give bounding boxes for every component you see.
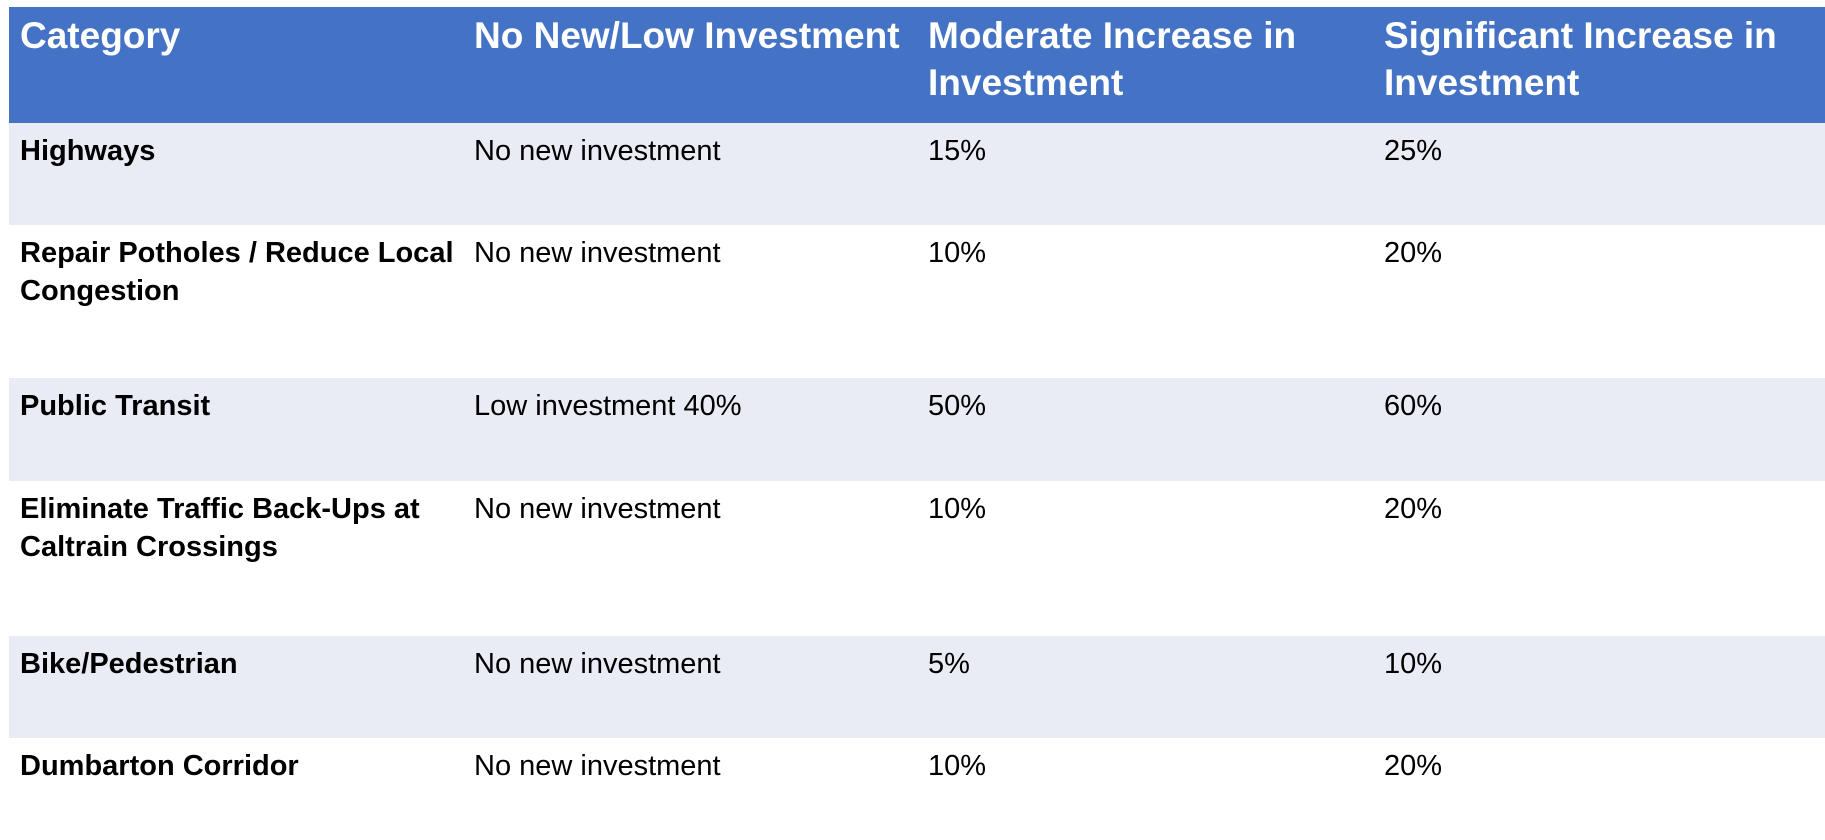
cell: Bike/Pedestrian — [20, 648, 238, 680]
cell: 10% — [928, 750, 987, 782]
header-cell: Moderate Increase in Investment — [928, 15, 1297, 103]
header-cell: No New/Low Investment — [474, 15, 900, 56]
cell: Low investment 40% — [474, 390, 742, 422]
table-row: Public Transit Low investment 40% 50% 60% — [9, 378, 1825, 481]
cell: No new investment — [474, 493, 721, 525]
cell: No new investment — [474, 135, 721, 167]
cell: 20% — [1384, 750, 1443, 782]
page: Category No New/Low Investment Moderate In… — [9, 7, 1825, 782]
cell: Public Transit — [20, 390, 211, 422]
cell: 10% — [1384, 648, 1443, 680]
table-row: Repair Potholes / Reduce Local Congestio… — [9, 225, 1825, 378]
cell: 20% — [1384, 237, 1443, 269]
cell: Repair Potholes / Reduce Local Congestio… — [20, 237, 454, 307]
header-row: Category No New/Low Investment Moderate In… — [9, 7, 1825, 123]
table-row: Eliminate Traffic Back-Ups at Caltrain C… — [9, 481, 1825, 636]
table-row: Bike/Pedestrian No new investment 5% 10% — [9, 636, 1825, 738]
cell: No new investment — [474, 237, 721, 269]
cell: Eliminate Traffic Back-Ups at Caltrain C… — [20, 493, 420, 563]
cell: 15% — [928, 135, 987, 167]
cell: 25% — [1384, 135, 1443, 167]
header-cell: Category — [20, 15, 181, 56]
cell: No new investment — [474, 648, 721, 680]
cell: 10% — [928, 237, 987, 269]
cell: 20% — [1384, 493, 1443, 525]
cell: Highways — [20, 135, 156, 167]
cell: 50% — [928, 390, 987, 422]
cell: Dumbarton Corridor — [20, 750, 299, 782]
cell: 5% — [928, 648, 970, 680]
table-row: Dumbarton Corridor No new investment 10% 20… — [9, 738, 1825, 840]
cell: 60% — [1384, 390, 1443, 422]
table-row: Highways No new investment 15% 25% — [9, 123, 1825, 225]
header-cell: Significant Increase in Investment — [1384, 15, 1777, 103]
cell: No new investment — [474, 750, 721, 782]
cell: 10% — [928, 493, 987, 525]
